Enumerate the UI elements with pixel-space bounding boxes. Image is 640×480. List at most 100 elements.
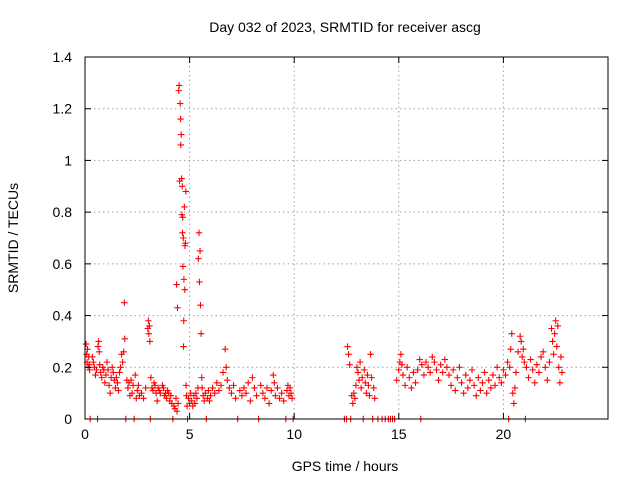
data-point <box>146 338 154 345</box>
data-point <box>177 115 184 123</box>
axis-ticks: 0 5 10 15 20 0 0.2 0.4 0.6 0.8 1 1.2 1.4 <box>53 49 608 442</box>
data-point <box>399 371 407 379</box>
data-point <box>514 348 522 355</box>
data-point <box>196 278 203 286</box>
data-point <box>489 371 497 379</box>
data-point <box>94 343 102 350</box>
data-point <box>257 382 264 389</box>
data-point <box>224 377 231 384</box>
data-point <box>236 387 244 394</box>
data-point <box>249 374 256 381</box>
data-point <box>397 351 405 358</box>
data-point <box>138 389 145 397</box>
data-point <box>140 395 147 402</box>
data-point <box>395 366 402 374</box>
y-tick-label: 1.2 <box>53 101 73 117</box>
data-point <box>426 369 434 376</box>
data-point <box>206 397 213 405</box>
data-point <box>197 330 205 337</box>
y-axis-label: SRMTID / TECUs <box>5 183 21 293</box>
data-point <box>179 263 187 270</box>
data-point <box>287 389 295 397</box>
chart-title: Day 032 of 2023, SRMTID for receiver asc… <box>209 19 481 35</box>
data-point <box>557 353 565 361</box>
data-point <box>475 374 482 381</box>
data-point <box>520 345 527 353</box>
data-point <box>483 389 490 397</box>
data-point <box>366 392 373 399</box>
data-point <box>548 325 555 332</box>
data-point <box>198 374 205 381</box>
data-point <box>228 389 235 397</box>
data-point <box>280 397 287 405</box>
data-point <box>96 348 103 355</box>
data-point <box>531 379 538 386</box>
data-point <box>507 345 514 353</box>
data-point <box>167 392 174 399</box>
data-point <box>535 369 543 376</box>
x-tick-label: 10 <box>286 426 302 442</box>
data-point <box>263 384 271 392</box>
data-point <box>209 384 216 392</box>
data-point <box>498 379 505 386</box>
data-point <box>267 387 275 394</box>
data-point <box>521 358 528 366</box>
data-point <box>213 379 220 386</box>
data-point <box>554 322 561 330</box>
data-point <box>274 384 281 392</box>
data-point <box>479 379 486 386</box>
data-point <box>364 371 371 379</box>
data-point <box>481 369 488 376</box>
data-point <box>365 382 372 389</box>
data-point <box>232 395 239 402</box>
data-point <box>135 382 142 389</box>
data-point <box>128 389 136 397</box>
y-tick-label: 1.4 <box>53 49 73 65</box>
data-point <box>466 377 474 384</box>
data-point <box>519 353 526 361</box>
data-point <box>464 384 472 392</box>
data-point <box>370 384 377 392</box>
data-point <box>516 333 524 340</box>
data-point <box>527 356 534 363</box>
data-point <box>353 364 361 371</box>
data-point <box>244 379 252 386</box>
data-point <box>351 395 359 402</box>
data-point <box>259 389 267 397</box>
data-point <box>247 397 254 405</box>
data-point <box>146 322 153 330</box>
data-point <box>410 369 417 376</box>
data-point <box>416 356 423 363</box>
data-point <box>447 382 455 389</box>
data-point <box>356 358 364 366</box>
data-point <box>211 389 218 397</box>
data-point <box>265 400 273 407</box>
data-point <box>205 387 212 394</box>
data-point <box>127 377 135 384</box>
data-point <box>230 382 237 389</box>
data-point <box>533 361 541 368</box>
data-point <box>408 384 415 392</box>
data-point <box>542 364 549 371</box>
data-point <box>429 353 436 361</box>
data-point <box>470 382 478 389</box>
data-point <box>361 366 368 374</box>
data-point <box>414 366 421 374</box>
data-point <box>98 374 105 381</box>
data-point <box>473 392 480 399</box>
data-point <box>153 397 161 405</box>
data-point <box>160 384 167 392</box>
data-point <box>454 374 461 381</box>
y-tick-label: 0.6 <box>53 256 73 272</box>
y-tick-label: 0.4 <box>53 308 73 324</box>
data-point <box>449 366 457 374</box>
data-point <box>238 392 246 399</box>
data-point <box>556 379 564 386</box>
data-point <box>456 364 463 371</box>
data-point <box>462 371 469 379</box>
data-point <box>555 364 563 371</box>
data-point <box>121 335 128 343</box>
data-point <box>219 369 227 376</box>
data-point <box>242 389 250 397</box>
